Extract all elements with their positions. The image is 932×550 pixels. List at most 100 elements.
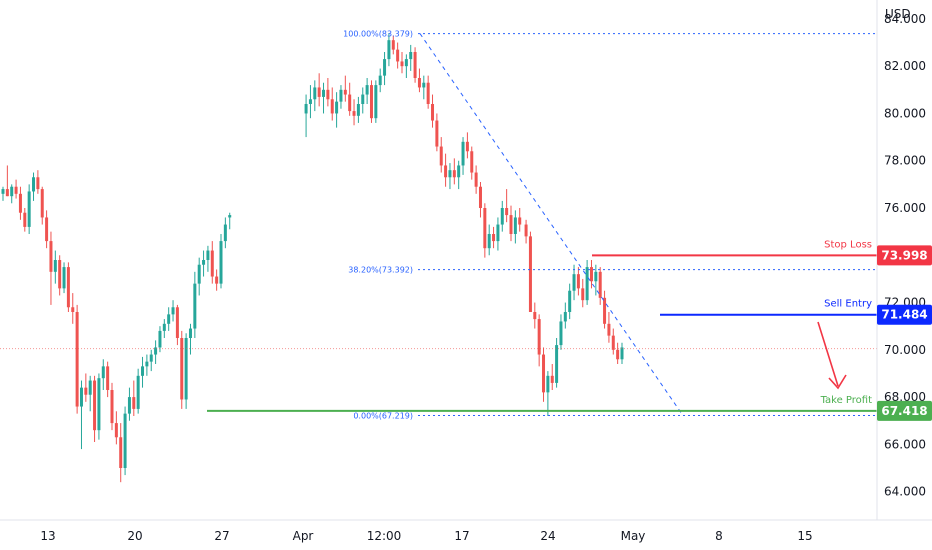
candle-body xyxy=(572,274,576,291)
candle-body xyxy=(542,354,546,393)
candle-body xyxy=(101,366,105,379)
arrow-head-icon xyxy=(828,374,847,390)
sell-entry-badge-text: 71.484 xyxy=(881,308,927,322)
candle-body xyxy=(141,366,145,376)
x-tick-label: 24 xyxy=(540,529,555,543)
candle-body xyxy=(470,151,474,173)
candle-body xyxy=(361,94,365,104)
y-tick-label: 84.000 xyxy=(884,12,926,26)
candle-body xyxy=(49,241,53,272)
candle-body xyxy=(492,234,496,242)
candle-body xyxy=(322,89,326,97)
candle-body xyxy=(603,297,607,324)
candle-body xyxy=(422,82,426,88)
candle-body xyxy=(594,271,598,282)
candle-body xyxy=(352,111,356,116)
stop-loss-badge-text: 73.998 xyxy=(881,248,927,262)
candle-body xyxy=(413,52,417,78)
right-axis-bg[interactable] xyxy=(877,0,932,550)
x-tick-label: 20 xyxy=(127,529,142,543)
candle-body xyxy=(188,328,192,338)
candle-body xyxy=(162,323,166,331)
candle-body xyxy=(215,276,219,284)
candle-body xyxy=(500,208,504,225)
candle-body xyxy=(145,361,149,367)
candle-body xyxy=(400,61,404,67)
x-tick-label: 8 xyxy=(715,529,723,543)
sell-entry-badge xyxy=(877,304,932,325)
currency-label: USD xyxy=(885,7,911,21)
candle-body xyxy=(330,99,334,114)
candle-body xyxy=(439,146,443,166)
candle-body xyxy=(71,307,75,312)
candle-body xyxy=(559,321,563,346)
candle-body xyxy=(435,120,439,147)
take-profit-badge-text: 67.418 xyxy=(881,404,927,418)
candle-body xyxy=(444,165,448,178)
x-tick-label: 17 xyxy=(454,529,469,543)
candle-body xyxy=(210,250,214,277)
candle-body xyxy=(132,397,136,409)
candle-body xyxy=(53,260,57,272)
candle-body xyxy=(409,52,413,60)
candle-body xyxy=(23,212,27,227)
candle-body xyxy=(387,40,391,60)
candle-body xyxy=(369,85,373,119)
candle-body xyxy=(611,335,615,350)
candle-body xyxy=(45,217,49,242)
candle-body xyxy=(93,380,97,431)
fib-trend-line xyxy=(419,33,684,416)
x-tick-label: Apr xyxy=(293,529,314,543)
candle-body xyxy=(533,312,537,320)
candle-body xyxy=(563,312,567,322)
candle-body xyxy=(478,186,482,208)
candle-body xyxy=(546,375,550,393)
y-tick-label: 78.000 xyxy=(884,154,926,168)
candle-body xyxy=(448,170,452,178)
candle-body xyxy=(365,85,369,95)
candle-body xyxy=(193,283,197,329)
candle-body xyxy=(184,338,188,400)
candle-body xyxy=(374,85,378,119)
candle-body xyxy=(66,267,70,308)
candle-body xyxy=(40,189,44,218)
candle-body xyxy=(171,307,175,315)
candle-body xyxy=(206,250,210,260)
candle-body xyxy=(452,170,456,178)
candle-body xyxy=(1,189,5,194)
x-tick-label: 12:00 xyxy=(367,529,402,543)
take-profit-badge xyxy=(877,400,932,421)
candle-body xyxy=(317,87,321,97)
y-tick-label: 64.000 xyxy=(884,485,926,499)
candle-body xyxy=(607,323,611,336)
candle-body xyxy=(308,99,312,104)
x-tick-label: 13 xyxy=(40,529,55,543)
candle-body xyxy=(223,224,227,242)
candle-body xyxy=(528,236,532,312)
candle-body xyxy=(483,208,487,249)
candle-body xyxy=(88,380,92,395)
candle-body xyxy=(509,215,513,234)
candle-body xyxy=(36,177,40,190)
candle-body xyxy=(62,267,66,289)
candle-body xyxy=(304,104,308,114)
candle-body xyxy=(576,274,580,289)
candle-body xyxy=(426,82,430,104)
y-tick-label: 80.000 xyxy=(884,106,926,120)
candle-body xyxy=(313,87,317,100)
y-tick-label: 76.000 xyxy=(884,201,926,215)
candle-body xyxy=(119,437,123,468)
y-tick-label: 70.000 xyxy=(884,343,926,357)
candle-body xyxy=(228,215,232,218)
candle-body xyxy=(197,264,201,284)
candle-body xyxy=(465,141,469,152)
candle-body xyxy=(348,94,352,112)
down-arrow-icon xyxy=(817,321,839,387)
candle-body xyxy=(585,267,589,301)
candle-body xyxy=(391,40,395,50)
candle-body xyxy=(616,349,620,360)
candle-body xyxy=(343,89,347,95)
candle-body xyxy=(620,347,624,360)
fib-level-label: 38.20%(73.392) xyxy=(348,266,413,275)
